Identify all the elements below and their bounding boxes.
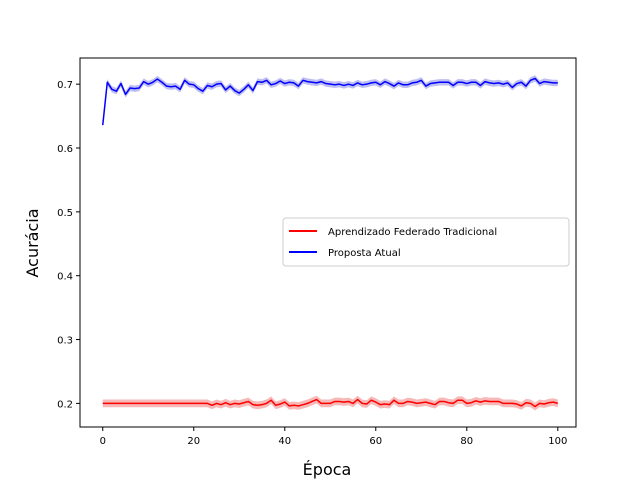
y-tick-label: 0.3: [57, 336, 73, 347]
y-tick-label: 0.5: [57, 208, 73, 219]
series-lines: [102, 77, 559, 408]
y-tick-label: 0.7: [57, 80, 73, 91]
x-tick-label: 20: [187, 436, 200, 447]
x-tick-label: 80: [460, 436, 473, 447]
legend-box: [282, 217, 570, 267]
series-line-1: [102, 77, 558, 126]
legend-label-proposal: Proposta Atual: [328, 248, 401, 259]
y-tick-label: 0.6: [57, 144, 73, 155]
y-tick-label: 0.2: [57, 399, 73, 410]
x-axis-label: Época: [303, 460, 352, 479]
series-line-0: [102, 398, 559, 408]
plot-frame: [79, 57, 577, 428]
legend: Aprendizado Federado Tradicional Propost…: [282, 217, 570, 267]
y-axis-label: Acurácia: [23, 208, 42, 277]
y-axis: 0.2 0.3 0.4 0.5 0.6 0.7: [57, 80, 80, 410]
y-tick-label: 0.4: [57, 272, 73, 283]
x-tick-label: 100: [548, 436, 567, 447]
x-tick-label: 0: [100, 436, 106, 447]
legend-label-traditional: Aprendizado Federado Tradicional: [328, 227, 497, 238]
series-band-1: [102, 75, 558, 129]
x-tick-label: 60: [369, 436, 382, 447]
x-axis: 0 20 40 60 80 100: [100, 427, 567, 447]
x-tick-label: 40: [278, 436, 291, 447]
